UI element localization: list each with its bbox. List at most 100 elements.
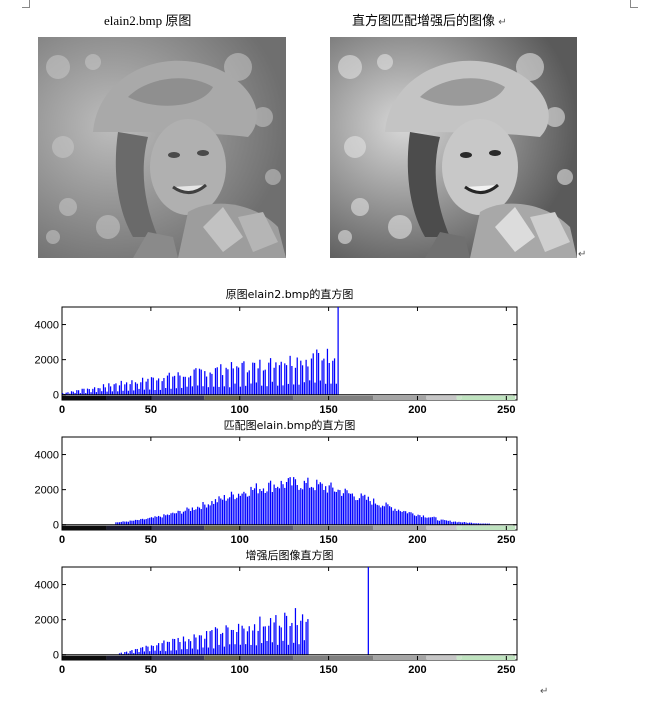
hist3-bar (221, 632, 224, 655)
hist2-bar (287, 478, 289, 525)
hist3-bar (129, 650, 131, 655)
hist3-bar (236, 631, 238, 655)
hist1-bar (262, 370, 265, 395)
hist1-bar (241, 362, 243, 395)
hist2-bar (417, 514, 419, 525)
hist1-bar (120, 380, 122, 395)
hist2-bar (143, 519, 146, 525)
hist1-xtick-label: 150 (319, 404, 337, 416)
hist2-bar (303, 480, 305, 525)
hist2-bar (255, 483, 257, 525)
hist2-bar (168, 515, 170, 525)
hist2-ytick-label: 4000 (35, 450, 59, 462)
hist1-bar (202, 386, 204, 395)
hist2-bar (207, 504, 209, 525)
hist1-bar (239, 386, 241, 395)
hist1-bar (273, 367, 275, 395)
hist1-bar (245, 385, 247, 395)
hist2-colorbar-segment (456, 525, 462, 530)
hist3-bar (303, 640, 305, 655)
hist3-bar (152, 645, 154, 655)
hist3-bar (225, 625, 227, 655)
hist2-bar (259, 488, 261, 525)
hist2-bar (301, 489, 304, 525)
hist2-bar (236, 497, 238, 525)
hist1-bar (70, 391, 73, 395)
hist1-bar (166, 375, 169, 395)
hist2-bar (349, 493, 352, 525)
hist2-bar (383, 506, 385, 525)
hist3-bar (204, 638, 206, 655)
hist2-bar (309, 487, 311, 525)
hist1-bar (83, 388, 85, 395)
hist2-bar (220, 498, 222, 525)
hist3-bar (159, 650, 161, 655)
hist1-bar (253, 362, 256, 395)
hist1-bar (69, 393, 71, 395)
hist1-bar (81, 388, 83, 395)
hist1-bar (209, 372, 211, 395)
hist3-bar (220, 633, 222, 655)
hist2-bar (364, 494, 366, 525)
hist1-bar (250, 383, 252, 395)
hist2-bar (133, 520, 135, 525)
hist1-bar (325, 383, 327, 395)
hist1-bar (223, 386, 225, 395)
hist2-bar (289, 477, 291, 525)
hist3-bar (289, 626, 291, 655)
hist2-bar (211, 501, 213, 525)
hist3-bar (239, 644, 241, 655)
hist1-bar (243, 361, 245, 395)
hist3-bar (181, 649, 183, 655)
hist1-bar (99, 388, 101, 395)
hist2-bar (293, 477, 295, 525)
hist3-bar (273, 622, 275, 655)
hist2-bar (140, 518, 142, 525)
hist1-bar (333, 358, 336, 395)
hist2-bar (120, 521, 122, 525)
hist2-bar (362, 495, 364, 525)
hist3-bar (257, 630, 259, 655)
hist2-bar (193, 509, 195, 525)
hist2-bar (262, 488, 265, 525)
hist1-bar (312, 353, 314, 395)
hist1-xtick-label: 100 (231, 404, 249, 416)
hist2-bar (300, 488, 302, 525)
hist2-bar (342, 493, 345, 525)
hist1-bar (261, 385, 263, 395)
hist1-bar (277, 385, 279, 395)
hist1-colorbar-segment (62, 395, 107, 400)
hist1-bar (323, 358, 325, 395)
hist2-bar (186, 507, 188, 525)
hist2-bar (181, 513, 183, 525)
hist1-bar (195, 368, 197, 395)
hist1-bar (293, 384, 295, 395)
hist3-bar (284, 612, 286, 655)
hist1-bar (248, 370, 250, 395)
hist1-bar (154, 390, 156, 395)
hist2-bar (428, 517, 430, 525)
hist2-bar (376, 504, 378, 525)
hist1-bar (300, 360, 302, 395)
hist3-bar (259, 616, 261, 655)
hist3-bar (214, 627, 217, 655)
hist2-colorbar-segment (426, 525, 457, 530)
hist2-bar (394, 508, 396, 525)
hist2-bar (360, 493, 362, 525)
hist3-bar (149, 651, 151, 655)
hist1-bar (86, 388, 89, 395)
hist1-bar (232, 368, 234, 395)
hist3-bar (157, 643, 160, 655)
hist2-colorbar-segment (461, 525, 516, 530)
hist2-bar (421, 517, 423, 525)
hist2-bar (241, 493, 243, 525)
hist3-colorbar-segment (239, 655, 294, 660)
hist1-bar (113, 384, 115, 395)
hist3-bar (293, 642, 295, 655)
hist2-bar (319, 482, 321, 525)
hist2-bar (365, 499, 368, 525)
hist3-ytick-label: 0 (53, 650, 59, 662)
hist2-bar (127, 521, 130, 525)
hist2-bar (157, 515, 160, 525)
hist2-bar (280, 480, 282, 525)
